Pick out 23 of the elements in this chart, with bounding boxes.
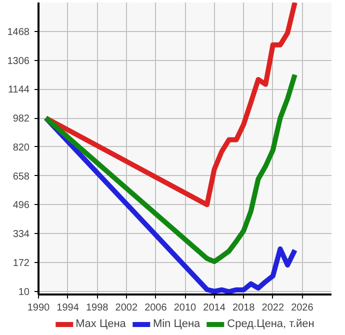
y-tick-label: 10 [18,286,30,298]
x-tick-label: 1994 [56,302,80,314]
x-tick-label: 2010 [174,302,197,314]
legend-label: Max Цена [76,318,126,330]
y-tick-label: 1468 [7,26,30,38]
y-tick-label: 658 [12,171,30,182]
x-tick-label: 2006 [144,302,168,314]
y-tick-label: 982 [12,114,30,125]
y-tick-label: 334 [12,229,30,240]
x-tick-label: 2026 [291,302,314,314]
legend-label: Сред.Цена, т.йен [227,318,314,330]
x-tick-label: 1990 [27,302,50,314]
x-tick-label: 2018 [232,302,256,314]
x-tick-label: 2022 [262,302,284,314]
x-tick-label: 1998 [86,302,109,314]
y-tick-label: 1144 [8,84,30,96]
x-tick-label: 2014 [203,302,226,314]
legend-label: Min Цена [152,318,200,330]
y-tick-label: 496 [12,200,30,212]
y-tick-label: 1306 [7,56,30,67]
y-tick-label: 172 [12,258,30,269]
x-tick-label: 2002 [115,302,138,314]
y-tick-label: 820 [12,142,30,154]
